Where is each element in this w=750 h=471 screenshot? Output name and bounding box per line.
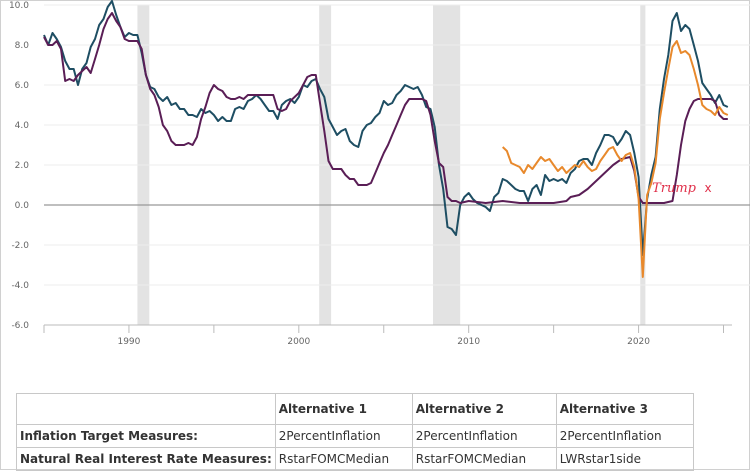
line-chart: -6.0 -4.0 -2.0 0.0 2.0 4.0 6.0 8.0 10.0 1990 2000 2… [9, 0, 750, 347]
table-header-alt2: Alternative 2 [411, 393, 557, 425]
y-tick-label: -4.0 [11, 281, 29, 291]
y-tick-label: 8.0 [15, 41, 30, 51]
cell-rstar-alt3: LWRstar1side [555, 447, 694, 471]
annotation-marker: x [704, 181, 711, 195]
y-tick-label: 2.0 [15, 161, 30, 171]
y-tick-label: 6.0 [15, 81, 30, 91]
y-tick-label: -2.0 [11, 241, 29, 251]
series-orange-line [502, 40, 729, 278]
table-header-blank [16, 393, 276, 425]
cell-rstar-alt2: RstarFOMCMedian [411, 447, 557, 471]
table-row: Inflation Target Measures: 2PercentInfla… [16, 424, 694, 448]
y-tick-label: 0.0 [15, 201, 30, 211]
x-tick-label: 2000 [287, 337, 310, 347]
x-tick-label: 2010 [457, 337, 480, 347]
y-tick-label: -6.0 [11, 321, 29, 331]
table-row: Natural Real Interest Rate Measures: Rst… [16, 447, 694, 471]
cell-inflation-alt1: 2PercentInflation [274, 424, 413, 448]
series-teal-line [43, 0, 729, 256]
table-header-alt1: Alternative 1 [274, 393, 413, 425]
table-header-alt3: Alternative 3 [555, 393, 694, 425]
table-header-row: Alternative 1 Alternative 2 Alternative … [16, 393, 694, 425]
y-tick-label: 10.0 [9, 1, 29, 11]
cell-inflation-alt3: 2PercentInflation [555, 424, 694, 448]
alternatives-table: Alternative 1 Alternative 2 Alternative … [16, 393, 694, 471]
y-tick-label: 4.0 [15, 121, 30, 131]
row-label-rstar: Natural Real Interest Rate Measures: [16, 447, 276, 471]
cell-rstar-alt1: RstarFOMCMedian [274, 447, 413, 471]
cell-inflation-alt2: 2PercentInflation [411, 424, 557, 448]
annotation-trump: Trump [652, 181, 697, 196]
x-tick-label: 2020 [627, 337, 650, 347]
row-label-inflation: Inflation Target Measures: [16, 424, 276, 448]
series-purple-line [43, 12, 728, 204]
x-tick-label: 1990 [117, 337, 140, 347]
